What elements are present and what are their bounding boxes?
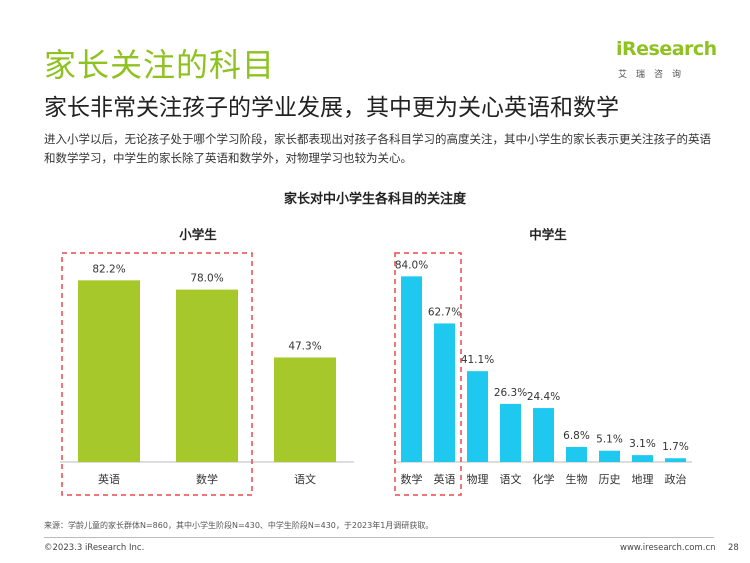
bar [467, 371, 488, 462]
tick-label: 化学 [533, 472, 555, 486]
tick-label: 语文 [500, 472, 522, 486]
bar [434, 323, 455, 462]
data-label: 1.7% [662, 441, 689, 453]
page-title: 家长关注的科目 [44, 46, 276, 84]
page-subtitle: 家长非常关注孩子的学业发展，其中更为关心英语和数学 [44, 95, 619, 121]
panel-title-secondary: 中学生 [529, 227, 567, 242]
bar [665, 458, 686, 462]
tick-label: 数学 [196, 472, 218, 486]
data-label: 26.3% [494, 387, 527, 399]
highlight-box [394, 252, 462, 496]
highlight-box [61, 252, 253, 496]
bar [401, 276, 422, 462]
data-label: 5.1% [596, 434, 623, 446]
page-description: 进入小学以后，无论孩子处于哪个学习阶段，家长都表现出对孩子各科目学习的高度关注，… [44, 132, 711, 165]
bar [500, 403, 521, 462]
tick-label: 英语 [98, 472, 120, 486]
logo-text: iResearch [616, 38, 717, 60]
data-label: 84.0% [395, 259, 428, 271]
copyright: ©2023.3 iResearch Inc. [44, 543, 145, 553]
data-label: 6.8% [563, 430, 590, 442]
page-number: 28 [728, 543, 739, 553]
data-label: 24.4% [527, 391, 560, 403]
tick-label: 物理 [467, 472, 489, 486]
tick-label: 语文 [294, 472, 316, 486]
iresearch-logo: iResearch 艾瑞咨询 [616, 38, 717, 88]
bar [533, 408, 554, 462]
bar [566, 446, 587, 462]
website: www.iresearch.com.cn [620, 543, 716, 553]
chart-title: 家长对中小学生各科目的关注度 [283, 192, 466, 207]
tick-label: 历史 [599, 473, 621, 486]
data-label: 41.1% [461, 354, 494, 366]
logo-subtext: 艾瑞咨询 [618, 70, 691, 80]
footer-divider [44, 537, 714, 538]
data-label: 3.1% [629, 438, 656, 450]
data-label: 47.3% [288, 340, 321, 352]
data-label: 82.2% [92, 263, 125, 275]
bar [78, 280, 140, 462]
tick-label: 生物 [566, 472, 588, 486]
bar [632, 455, 653, 462]
panel-title-primary: 小学生 [179, 227, 217, 242]
tick-label: 英语 [434, 472, 456, 486]
tick-label: 数学 [401, 472, 423, 486]
source-note: 来源：学龄儿童的家长群体N=860，其中小学生阶段N=430、中学生阶段N=43… [44, 521, 434, 530]
data-label: 78.0% [190, 273, 223, 285]
bar [599, 450, 620, 462]
data-label: 62.7% [428, 306, 461, 318]
bar [176, 289, 238, 462]
tick-label: 地理 [632, 473, 654, 486]
bar [274, 357, 336, 462]
tick-label: 政治 [665, 472, 687, 486]
